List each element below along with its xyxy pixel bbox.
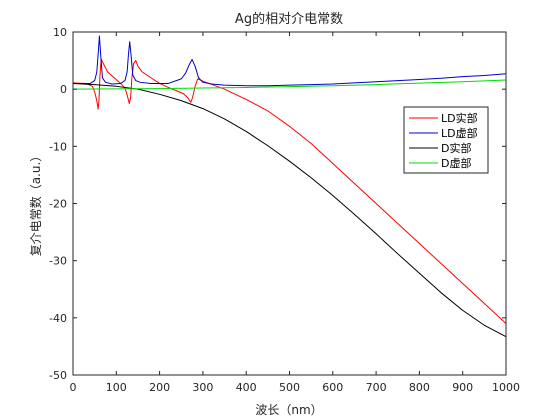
plot-background <box>73 32 506 375</box>
series-line-4 <box>72 79 507 90</box>
x-tick-label: 100 <box>106 381 127 394</box>
chart-title: Ag的相对介电常数 <box>235 11 343 27</box>
x-tick-label: 200 <box>149 381 170 394</box>
x-tick-label: 600 <box>322 381 343 394</box>
y-tick-label: 10 <box>53 26 67 39</box>
x-tick-label: 300 <box>192 381 213 394</box>
legend-label: D虚部 <box>441 156 471 170</box>
y-tick-label: -50 <box>49 369 67 382</box>
x-axis-title: 波长（nm） <box>255 403 322 417</box>
x-tick-label: 900 <box>452 381 473 394</box>
plot-area <box>73 32 506 375</box>
series-line-2 <box>73 35 507 87</box>
x-tick-label: 0 <box>70 381 77 394</box>
x-tick-label: 800 <box>409 381 430 394</box>
series-line-3 <box>72 82 507 338</box>
x-tick-label: 500 <box>279 381 300 394</box>
x-tick-label: 1000 <box>492 381 520 394</box>
legend-label: LD实部 <box>441 111 478 125</box>
y-axis-title: 复介电常数（a.u.） <box>28 150 43 257</box>
y-tick-label: -20 <box>49 198 67 211</box>
axes <box>72 31 507 376</box>
legend-label: D实部 <box>441 141 471 155</box>
series-layer <box>72 35 507 338</box>
tick-labels: 0 100 200 300 400 500 600 700 800 900 1000100-10-2… <box>49 26 520 394</box>
x-tick-label: 400 <box>236 381 257 394</box>
y-tick-label: -10 <box>49 140 67 153</box>
y-tick-label: -30 <box>49 255 67 268</box>
y-tick-label: -40 <box>49 312 67 325</box>
legend-label: LD虚部 <box>441 126 478 140</box>
y-tick-label: 0 <box>60 83 67 96</box>
x-tick-label: 700 <box>366 381 387 394</box>
